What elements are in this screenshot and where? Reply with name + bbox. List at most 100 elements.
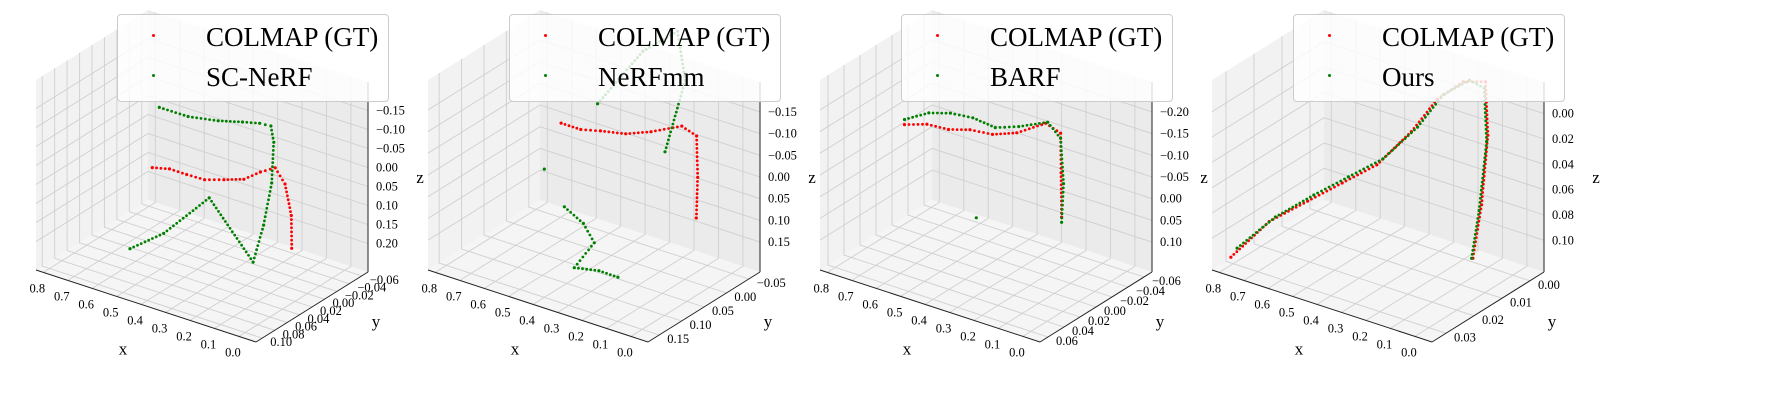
trajectory-dot (654, 129, 657, 133)
trajectory-dot (228, 120, 232, 123)
trajectory-dot (268, 167, 272, 171)
y-tick-label: −0.02 (345, 288, 374, 302)
x-tick-label: 0.8 (30, 281, 46, 295)
trajectory-dot (929, 123, 933, 127)
trajectory-dot (199, 117, 203, 120)
trajectory-dot (921, 122, 924, 126)
grid-line-x (557, 52, 671, 313)
chart-panel-3: 0.8 0.7 0.6 0.5 0.4 0.3 0.2 0.1 0.0 0.06 0.04 0.02 0… (784, 0, 1229, 414)
x-tick-label: 0.7 (446, 289, 462, 303)
z-tick-label: −0.20 (1160, 105, 1189, 119)
trajectory-dot (1023, 128, 1027, 132)
series-gt (150, 166, 294, 250)
grid-line-x (924, 44, 1038, 305)
trajectory-dot (1474, 229, 1478, 232)
x-tick-label: 0.3 (152, 321, 168, 335)
x-tick-label: 0.8 (1206, 281, 1222, 295)
data-point (1061, 182, 1066, 186)
trajectory-dot (270, 177, 274, 181)
trajectory-dot (1484, 131, 1488, 135)
trajectory-dot (172, 168, 176, 172)
trajectory-dot (578, 259, 582, 262)
trajectory-dot (662, 127, 666, 131)
x-tick-label: 0.3 (936, 321, 952, 335)
trajectory-dot (620, 132, 623, 135)
z-tick-label: 0.20 (376, 237, 398, 251)
y-tick-label: 0.10 (270, 335, 292, 349)
trajectory-dot (1473, 237, 1477, 240)
trajectory-dot (1007, 132, 1011, 135)
trajectory-dot (1003, 125, 1007, 129)
trajectory-dot (1238, 247, 1242, 251)
trajectory-dot (588, 233, 592, 237)
trajectory-dot (219, 213, 223, 217)
trajectory-dot (563, 123, 567, 126)
trajectory-dot (220, 119, 224, 123)
trajectory-dot (263, 215, 267, 219)
data-point (240, 120, 245, 124)
legend: COLMAP (GT) Ours (1293, 14, 1565, 102)
trajectory-dot (942, 126, 946, 130)
legend-label-gt: COLMAP (GT) (206, 22, 379, 52)
trajectory-dot (986, 122, 990, 126)
x-tick-label: 0.2 (568, 329, 584, 343)
grid-line-x (532, 44, 646, 305)
trajectory-dot (1343, 177, 1346, 181)
trajectory-dot (286, 194, 289, 198)
data-point (207, 196, 211, 200)
trajectory-dot (1479, 196, 1482, 200)
trajectory-dot (1012, 125, 1016, 129)
trajectory-dot (175, 221, 179, 225)
trajectory-dot (1320, 189, 1323, 193)
trajectory-dot (258, 236, 262, 239)
trajectory-dot (1333, 185, 1336, 189)
trajectory-dot (1434, 102, 1438, 106)
trajectory-dot (982, 131, 985, 134)
trajectory-dot (1485, 117, 1489, 121)
series-method (128, 105, 276, 264)
legend-item-gt: COLMAP (GT) (902, 19, 1172, 55)
trajectory-dot (982, 121, 986, 125)
x-axis-line (1211, 269, 1433, 343)
trajectory-dot (951, 128, 955, 131)
trajectory-dot (585, 267, 588, 271)
trajectory-dot (1360, 171, 1363, 175)
trajectory-dot (1479, 192, 1483, 196)
legend-item-method: NeRFmm (510, 59, 780, 95)
grid-line-z (1211, 117, 1545, 191)
data-point (258, 121, 262, 125)
trajectory-dot (174, 111, 178, 114)
trajectory-dot (1283, 212, 1286, 215)
trajectory-dot (154, 235, 158, 239)
z-tick-label: 0.05 (768, 192, 790, 206)
trajectory-dot (641, 131, 644, 134)
grid-line-x (214, 68, 327, 329)
x-tick-label: 0.1 (201, 337, 217, 351)
trajectory-dot (1483, 156, 1487, 160)
series-gt (559, 121, 700, 220)
trajectory-dot (695, 208, 698, 212)
data-point (948, 111, 952, 115)
data-point (696, 175, 700, 179)
trajectory-dot (1370, 163, 1373, 167)
legend-item-method: SC-NeRF (118, 59, 388, 95)
y-tick-label: −0.02 (1120, 294, 1149, 308)
trajectory-dot (584, 225, 587, 229)
trajectory-dot (1350, 173, 1354, 177)
trajectory-dot (695, 200, 699, 204)
trajectory-dot (1007, 125, 1011, 129)
trajectory-dot (1397, 143, 1401, 146)
trajectory-dot (581, 255, 585, 259)
z-tick-label: 0.02 (1552, 132, 1574, 146)
y-axis-label: y (1548, 312, 1557, 331)
trajectory-dot (953, 112, 957, 116)
trajectory-dot (1060, 212, 1064, 216)
trajectory-dot (1059, 183, 1063, 187)
series-method (902, 111, 1066, 224)
trajectory-dot (263, 169, 267, 173)
trajectory-dot (676, 106, 679, 110)
legend-item-gt: COLMAP (GT) (118, 19, 388, 55)
trajectory-dot (1232, 253, 1236, 256)
grid-line-x (140, 44, 254, 305)
trajectory-dot (915, 114, 918, 118)
